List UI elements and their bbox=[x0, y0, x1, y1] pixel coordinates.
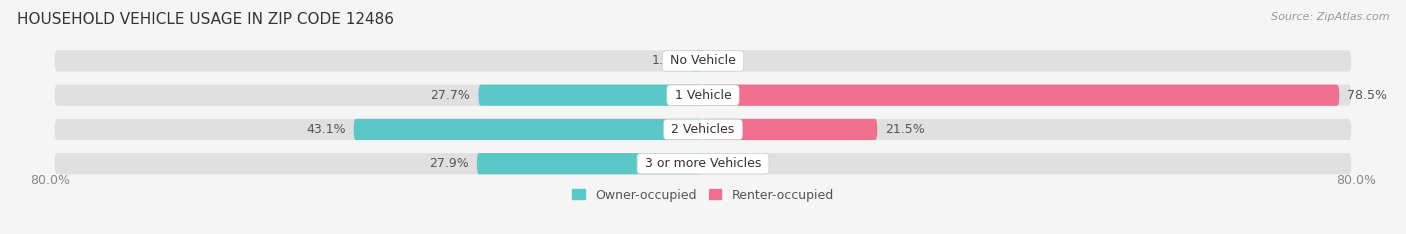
Text: 1.4%: 1.4% bbox=[652, 55, 683, 67]
Legend: Owner-occupied, Renter-occupied: Owner-occupied, Renter-occupied bbox=[572, 189, 834, 201]
Text: Source: ZipAtlas.com: Source: ZipAtlas.com bbox=[1271, 12, 1389, 22]
Text: 80.0%: 80.0% bbox=[31, 174, 70, 187]
FancyBboxPatch shape bbox=[55, 84, 1351, 106]
FancyBboxPatch shape bbox=[703, 119, 877, 140]
Text: 3 or more Vehicles: 3 or more Vehicles bbox=[641, 157, 765, 170]
Text: HOUSEHOLD VEHICLE USAGE IN ZIP CODE 12486: HOUSEHOLD VEHICLE USAGE IN ZIP CODE 1248… bbox=[17, 12, 394, 27]
FancyBboxPatch shape bbox=[692, 50, 703, 72]
Text: 0.0%: 0.0% bbox=[711, 157, 744, 170]
FancyBboxPatch shape bbox=[477, 153, 703, 174]
FancyBboxPatch shape bbox=[55, 119, 1351, 140]
Text: 21.5%: 21.5% bbox=[886, 123, 925, 136]
Text: No Vehicle: No Vehicle bbox=[666, 55, 740, 67]
Text: 80.0%: 80.0% bbox=[1336, 174, 1375, 187]
Text: 2 Vehicles: 2 Vehicles bbox=[668, 123, 738, 136]
FancyBboxPatch shape bbox=[55, 153, 1351, 174]
Text: 27.9%: 27.9% bbox=[429, 157, 468, 170]
FancyBboxPatch shape bbox=[703, 84, 1340, 106]
FancyBboxPatch shape bbox=[478, 84, 703, 106]
FancyBboxPatch shape bbox=[55, 50, 1351, 72]
Text: 78.5%: 78.5% bbox=[1347, 89, 1388, 102]
Text: 0.0%: 0.0% bbox=[711, 55, 744, 67]
Text: 1 Vehicle: 1 Vehicle bbox=[671, 89, 735, 102]
Text: 27.7%: 27.7% bbox=[430, 89, 471, 102]
Text: 43.1%: 43.1% bbox=[307, 123, 346, 136]
FancyBboxPatch shape bbox=[354, 119, 703, 140]
